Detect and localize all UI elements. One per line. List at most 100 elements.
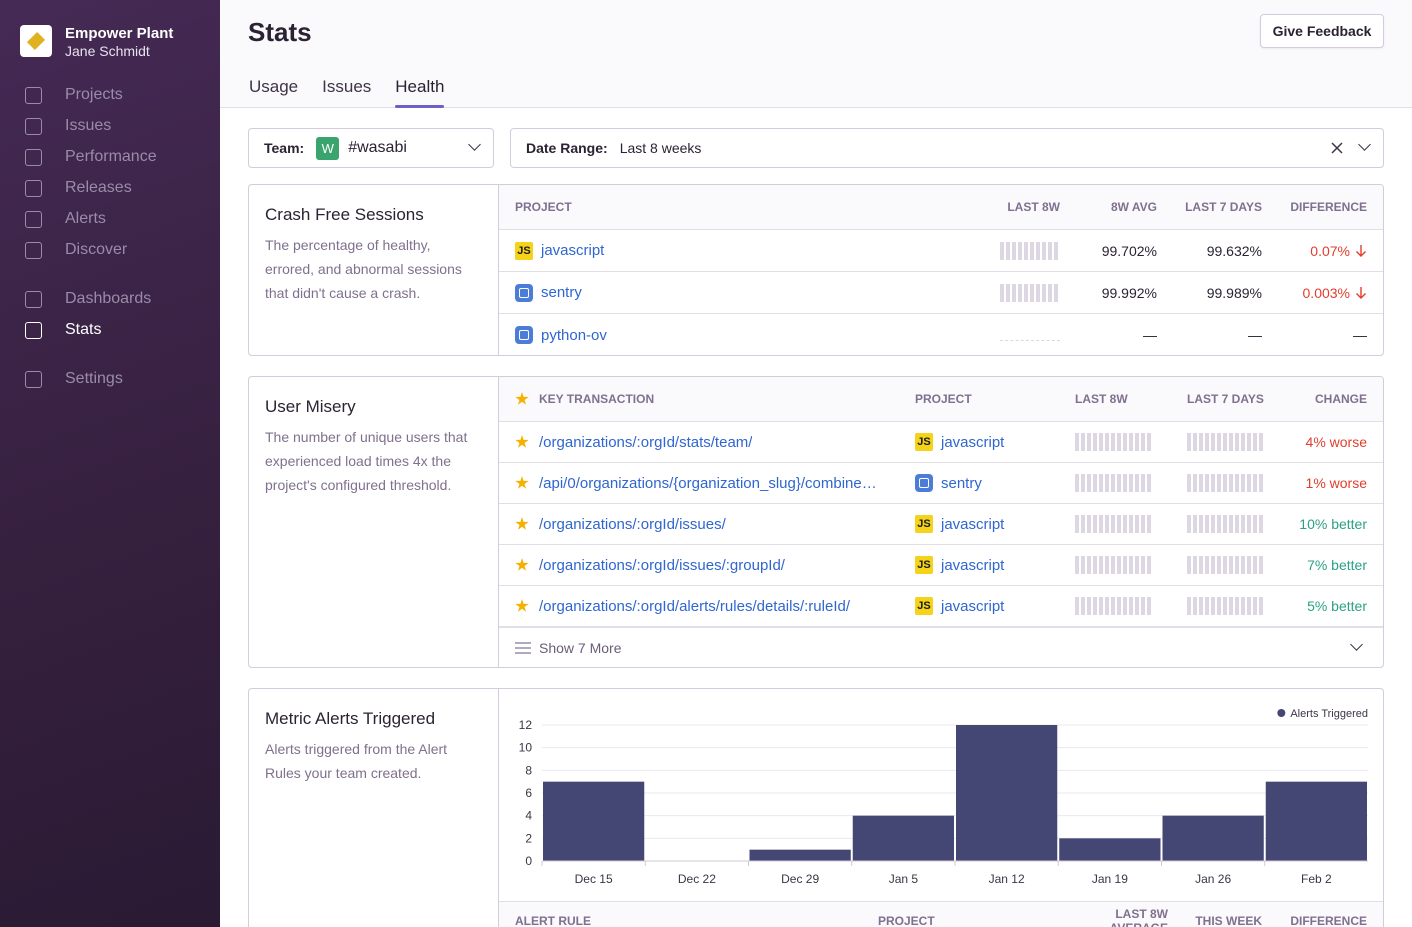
transaction-link[interactable]: /organizations/:orgId/alerts/rules/detai…: [539, 598, 850, 615]
project-link[interactable]: javascript: [941, 557, 1004, 574]
project-link[interactable]: javascript: [941, 598, 1004, 615]
y-tick-label: 10: [519, 741, 533, 755]
nav-item[interactable]: Settings: [0, 368, 220, 399]
show-more[interactable]: Show 7 More: [499, 627, 1383, 667]
nav-item[interactable]: Alerts: [0, 208, 220, 239]
x-tick-label: Jan 19: [1092, 872, 1128, 886]
tab[interactable]: Health: [395, 77, 444, 107]
misery-table: KEY TRANSACTIONPROJECTLAST 8WLAST 7 DAYS…: [499, 377, 1383, 667]
date-select[interactable]: Date Range: Last 8 weeks: [510, 128, 1384, 168]
sparkline: [1187, 597, 1265, 615]
transaction-link[interactable]: /organizations/:orgId/issues/: [539, 516, 726, 533]
column-header-cell: CHANGE: [1299, 392, 1367, 406]
transaction-link[interactable]: /organizations/:orgId/issues/:groupId/: [539, 557, 785, 574]
transaction-cell: /api/0/organizations/{organization_slug}…: [515, 475, 915, 492]
sparkline: [1075, 515, 1153, 533]
panel-title: Metric Alerts Triggered: [265, 709, 482, 729]
y-tick-label: 2: [525, 831, 532, 845]
main: Stats Give Feedback UsageIssuesHealth Te…: [220, 0, 1412, 927]
platform-badge: JS: [915, 515, 933, 533]
table-row: /organizations/:orgId/alerts/rules/detai…: [499, 586, 1383, 627]
org-logo[interactable]: [20, 25, 52, 57]
clear-icon[interactable]: [1331, 142, 1343, 154]
nav-item[interactable]: Releases: [0, 177, 220, 208]
table-header: PROJECTLAST 8W8W AVGLAST 7 DAYSDIFFERENC…: [499, 185, 1383, 230]
transaction-cell: /organizations/:orgId/issues/:groupId/: [515, 557, 915, 574]
difference-cell: 0.003%: [1262, 285, 1367, 301]
sparkline-cell: [1187, 515, 1299, 533]
transaction-link[interactable]: /api/0/organizations/{organization_slug}…: [539, 475, 877, 492]
sparkline: [1187, 433, 1265, 451]
sparkline-cell: [980, 242, 1060, 260]
team-value: #wasabi: [348, 139, 407, 157]
sparkline: [1187, 515, 1265, 533]
bar: [1266, 782, 1367, 861]
sidebar: Empower Plant Jane Schmidt ProjectsIssue…: [0, 0, 220, 927]
last-7-days: —: [1157, 327, 1262, 343]
project-link[interactable]: javascript: [941, 434, 1004, 451]
panel-description: The percentage of healthy, errored, and …: [265, 233, 482, 305]
project-link[interactable]: python-ov: [541, 327, 607, 344]
star-icon[interactable]: [515, 558, 529, 572]
chevron: [1350, 638, 1363, 651]
legend-label: Alerts Triggered: [1290, 708, 1368, 720]
star-icon[interactable]: [515, 599, 529, 613]
column-header: LAST 7 DAYS: [1187, 392, 1264, 406]
star-icon[interactable]: [515, 435, 529, 449]
x-tick-label: Dec 22: [678, 872, 716, 886]
sparkline-cell: [1075, 433, 1187, 451]
org-name[interactable]: Empower Plant: [65, 25, 173, 42]
sparkline: [1075, 597, 1153, 615]
column-header: LAST 8W: [1075, 392, 1128, 406]
bar: [543, 782, 644, 861]
column-header: KEY TRANSACTION: [539, 392, 654, 406]
star-icon[interactable]: [515, 517, 529, 531]
bar: [1059, 838, 1160, 861]
column-header: LAST 8W: [980, 200, 1060, 214]
nav-item[interactable]: Issues: [0, 115, 220, 146]
difference: 0.07%: [1310, 243, 1350, 259]
table-row: /organizations/:orgId/issues/:groupId/JS…: [499, 545, 1383, 586]
column-header-cell: LAST 8W: [1075, 392, 1187, 406]
table-row: JSjavascript99.702%99.632%0.07%: [499, 230, 1383, 272]
project-cell: JS javascript: [915, 515, 1075, 533]
platform-icon: [515, 326, 533, 344]
star-icon[interactable]: [515, 476, 529, 490]
chart: 024681012Dec 15Dec 22Dec 29Jan 5Jan 12Ja…: [499, 689, 1384, 896]
project-link[interactable]: sentry: [541, 284, 582, 301]
metric-alerts-panel: Metric Alerts Triggered Alerts triggered…: [248, 688, 1384, 927]
team-select[interactable]: Team: W #wasabi: [248, 128, 494, 168]
y-tick-label: 6: [525, 786, 532, 800]
sparkline: [1000, 242, 1060, 260]
transaction-link[interactable]: /organizations/:orgId/stats/team/: [539, 434, 752, 451]
panel-info: User Misery The number of unique users t…: [249, 377, 499, 667]
panel-title: User Misery: [265, 397, 482, 417]
panel-title: Crash Free Sessions: [265, 205, 482, 225]
column-header: ALERT RULE: [515, 914, 878, 927]
tab[interactable]: Issues: [322, 77, 371, 107]
nav-item[interactable]: Projects: [0, 84, 220, 115]
nav-item[interactable]: Performance: [0, 146, 220, 177]
nav-item[interactable]: Dashboards: [0, 288, 220, 319]
project-link[interactable]: javascript: [941, 516, 1004, 533]
difference-cell: 0.07%: [1262, 243, 1367, 259]
column-header: DIFFERENCE: [1262, 914, 1367, 927]
arrow-path: [1357, 245, 1366, 256]
project-cell: sentry: [915, 474, 1075, 492]
column-header: THIS WEEK: [1168, 914, 1262, 927]
alert-table-header: ALERT RULEPROJECTLAST 8W AVERAGETHIS WEE…: [499, 901, 1383, 927]
change: 7% better: [1299, 557, 1367, 573]
nav-group: DashboardsStats: [0, 288, 220, 350]
user-misery-panel: User Misery The number of unique users t…: [248, 376, 1384, 668]
project-link[interactable]: sentry: [941, 475, 982, 492]
sparkline-empty: [1000, 340, 1060, 341]
nav-item[interactable]: Stats: [0, 319, 220, 350]
sparkline: [1187, 556, 1265, 574]
project-link[interactable]: javascript: [541, 242, 604, 259]
tab[interactable]: Usage: [249, 77, 298, 107]
feedback-button[interactable]: Give Feedback: [1260, 14, 1384, 48]
user-name[interactable]: Jane Schmidt: [65, 43, 150, 59]
difference: 0.003%: [1303, 285, 1350, 301]
nav-item[interactable]: Discover: [0, 239, 220, 270]
table-row: /organizations/:orgId/issues/JS javascrip…: [499, 504, 1383, 545]
